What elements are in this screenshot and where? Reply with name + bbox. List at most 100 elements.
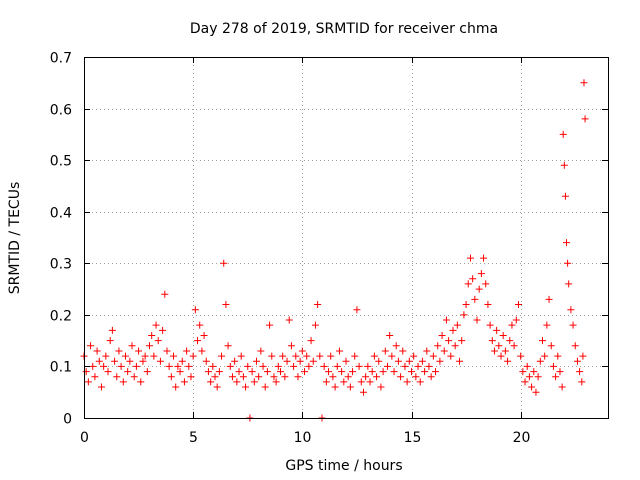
data-point [558, 383, 566, 391]
data-point [432, 368, 440, 376]
data-point [390, 368, 398, 376]
data-point [456, 357, 464, 365]
axis-ticks: 0 5 10 15 20 0 0.1 0.2 0.3 0.4 0.5 0.6 0.7 [50, 51, 608, 446]
data-point [357, 378, 365, 386]
data-point [150, 352, 158, 360]
data-point [148, 331, 156, 339]
data-point [320, 362, 328, 370]
data-point [220, 259, 228, 267]
data-point [325, 368, 333, 376]
data-point [560, 161, 568, 169]
data-point [442, 316, 450, 324]
data-point [530, 368, 538, 376]
data-point [373, 373, 381, 381]
x-tick-label: 0 [80, 430, 89, 446]
data-point [237, 352, 245, 360]
data-point [301, 368, 309, 376]
data-point [250, 378, 258, 386]
data-point [359, 388, 367, 396]
y-tick-label: 0.5 [50, 154, 72, 170]
data-point [161, 290, 169, 298]
data-point [117, 362, 125, 370]
data-point [401, 362, 409, 370]
data-point [202, 357, 210, 365]
data-point [504, 357, 512, 365]
data-point [174, 362, 182, 370]
data-point [277, 368, 284, 376]
data-point [338, 368, 346, 376]
data-point [362, 373, 370, 381]
data-point [493, 326, 501, 334]
data-point [383, 362, 391, 370]
data-point [475, 285, 483, 293]
data-point [429, 352, 437, 360]
data-point [167, 373, 175, 381]
data-point [482, 280, 490, 288]
data-point [449, 326, 457, 334]
data-point [447, 352, 455, 360]
data-point [322, 378, 330, 386]
data-point [255, 373, 263, 381]
data-point [349, 368, 357, 376]
data-point [353, 306, 361, 314]
data-point [270, 373, 278, 381]
data-point [464, 280, 472, 288]
data-point [381, 347, 389, 355]
data-point [423, 347, 431, 355]
data-point [458, 337, 466, 345]
y-tick-label: 0.2 [50, 309, 72, 325]
data-point [156, 357, 164, 365]
data-point [226, 362, 234, 370]
x-tick-label: 15 [404, 430, 422, 446]
y-tick-label: 0.3 [50, 257, 72, 273]
data-point [285, 316, 293, 324]
data-point [351, 352, 359, 360]
data-point [180, 378, 188, 386]
x-tick-label: 20 [513, 430, 531, 446]
data-point [445, 337, 453, 345]
data-point [259, 362, 267, 370]
data-point [294, 373, 302, 381]
data-point [508, 321, 516, 329]
data-point [248, 368, 256, 376]
data-point [379, 368, 387, 376]
data-point [239, 373, 247, 381]
data-point [421, 368, 429, 376]
data-point [559, 130, 567, 138]
data-point [484, 301, 492, 309]
data-point [183, 347, 191, 355]
data-point [305, 362, 313, 370]
data-point [331, 383, 339, 391]
data-point [104, 368, 112, 376]
data-point [561, 192, 569, 200]
data-point [512, 316, 520, 324]
data-point [215, 368, 223, 376]
data-point [344, 373, 352, 381]
x-tick-label: 10 [294, 430, 312, 446]
data-point [211, 373, 219, 381]
data-point [408, 368, 415, 376]
data-point [521, 378, 529, 386]
data-point [261, 383, 269, 391]
data-point [510, 342, 518, 350]
data-point [329, 373, 337, 381]
data-point [194, 337, 202, 345]
data-point [146, 342, 153, 350]
data-point [204, 368, 212, 376]
data-point [244, 362, 252, 370]
data-point [427, 373, 435, 381]
data-point [495, 342, 503, 350]
data-point [346, 383, 354, 391]
data-point [84, 378, 92, 386]
data-point [191, 306, 199, 314]
data-point [388, 352, 396, 360]
data-point [552, 373, 560, 381]
data-point [163, 347, 171, 355]
data-point [257, 347, 265, 355]
data-point [87, 342, 95, 350]
data-point [414, 362, 422, 370]
data-point [342, 357, 350, 365]
data-point [534, 373, 542, 381]
data-point [266, 321, 274, 329]
data-point [126, 357, 134, 365]
